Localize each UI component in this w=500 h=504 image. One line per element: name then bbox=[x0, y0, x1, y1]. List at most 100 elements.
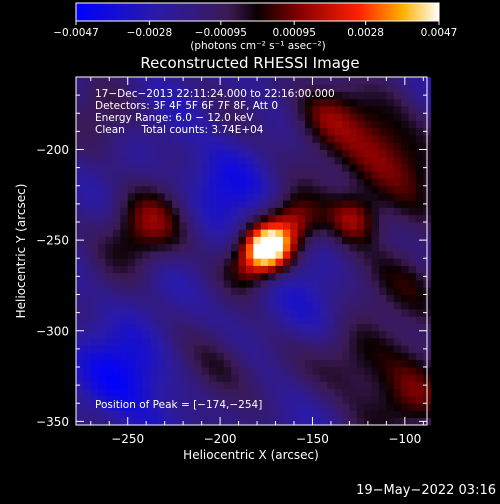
heatmap-cell bbox=[157, 396, 166, 404]
heatmap-cell bbox=[127, 120, 136, 129]
heatmap-cell bbox=[356, 142, 365, 150]
heatmap-cell bbox=[297, 149, 306, 158]
heatmap-cell bbox=[186, 149, 195, 158]
heatmap-cell bbox=[401, 316, 409, 324]
heatmap-cell bbox=[194, 171, 203, 179]
heatmap-cell bbox=[334, 185, 343, 194]
heatmap-cell bbox=[312, 388, 321, 397]
heatmap-cell bbox=[297, 403, 306, 411]
heatmap-cell bbox=[216, 91, 225, 100]
heatmap-cell bbox=[172, 309, 180, 317]
heatmap-cell bbox=[179, 149, 188, 158]
heatmap-cell bbox=[172, 403, 180, 411]
heatmap-cell bbox=[149, 171, 158, 179]
heatmap-cell bbox=[90, 127, 99, 136]
heatmap-cell bbox=[312, 352, 321, 361]
heatmap-cell bbox=[98, 185, 106, 194]
heatmap-cell bbox=[349, 185, 358, 194]
heatmap-cell bbox=[275, 222, 284, 230]
heatmap-cell bbox=[216, 236, 225, 245]
heatmap-cell bbox=[209, 367, 217, 375]
heatmap-cell bbox=[135, 142, 143, 150]
heatmap-cell bbox=[305, 359, 313, 368]
heatmap-cell bbox=[201, 142, 210, 150]
heatmap-cell bbox=[401, 236, 409, 245]
heatmap-cell bbox=[282, 374, 291, 382]
heatmap-cell bbox=[120, 77, 129, 85]
heatmap-cell bbox=[401, 345, 409, 353]
heatmap-cell bbox=[201, 171, 210, 179]
heatmap-cell bbox=[105, 243, 114, 252]
heatmap-cell bbox=[378, 200, 387, 208]
heatmap-cell bbox=[238, 294, 247, 303]
heatmap-cell bbox=[268, 149, 276, 158]
heatmap-cell bbox=[127, 200, 136, 208]
heatmap-cell bbox=[349, 84, 358, 92]
heatmap-cell bbox=[371, 345, 380, 353]
heatmap-cell bbox=[238, 251, 247, 259]
heatmap-cell bbox=[90, 149, 99, 158]
heatmap-cell bbox=[231, 113, 239, 121]
heatmap-cell bbox=[186, 207, 195, 216]
heatmap-cell bbox=[371, 106, 380, 114]
heatmap-cell bbox=[260, 207, 269, 216]
heatmap-cell bbox=[90, 316, 99, 324]
heatmap-cell bbox=[238, 309, 247, 317]
annotation-time-range: 17−Dec−2013 22:11:24.000 to 22:16:00.000 bbox=[95, 88, 335, 100]
heatmap-cell bbox=[179, 207, 188, 216]
heatmap-cell bbox=[135, 113, 143, 121]
heatmap-cell bbox=[120, 359, 129, 368]
heatmap-cell bbox=[142, 127, 151, 136]
heatmap-cell bbox=[342, 135, 350, 143]
heatmap-cell bbox=[290, 200, 299, 208]
heatmap-cell bbox=[112, 388, 121, 397]
heatmap-cell bbox=[142, 272, 151, 281]
heatmap-cell bbox=[83, 251, 92, 259]
y-tick-label: −200 bbox=[36, 143, 69, 157]
heatmap-cell bbox=[268, 236, 276, 245]
heatmap-cell bbox=[342, 142, 350, 150]
heatmap-cell bbox=[386, 178, 395, 187]
heatmap-cell bbox=[378, 403, 387, 411]
heatmap-cell bbox=[186, 222, 195, 230]
heatmap-cell bbox=[83, 149, 92, 158]
heatmap-cell bbox=[364, 171, 372, 179]
heatmap-cell bbox=[401, 272, 409, 281]
heatmap-cell bbox=[90, 207, 99, 216]
heatmap-cell bbox=[290, 207, 299, 216]
heatmap-cell bbox=[408, 251, 417, 259]
heatmap-cell bbox=[297, 388, 306, 397]
heatmap-cell bbox=[342, 84, 350, 92]
heatmap-cell bbox=[186, 309, 195, 317]
heatmap-cell bbox=[149, 258, 158, 266]
heatmap-cell bbox=[238, 214, 247, 223]
heatmap-cell bbox=[149, 352, 158, 361]
heatmap-cell bbox=[98, 287, 106, 295]
heatmap-cell bbox=[164, 156, 173, 165]
heatmap-cell bbox=[290, 156, 299, 165]
heatmap-cell bbox=[164, 171, 173, 179]
heatmap-cell bbox=[319, 374, 328, 382]
heatmap-cell bbox=[401, 135, 409, 143]
heatmap-cell bbox=[238, 323, 247, 332]
heatmap-cell bbox=[164, 258, 173, 266]
heatmap-cell bbox=[194, 265, 203, 274]
heatmap-cell bbox=[201, 403, 210, 411]
heatmap-cell bbox=[201, 374, 210, 382]
heatmap-cell bbox=[172, 185, 180, 194]
heatmap-cell bbox=[356, 91, 365, 100]
heatmap-cell bbox=[356, 417, 365, 426]
heatmap-cell bbox=[386, 156, 395, 165]
heatmap-cell bbox=[342, 229, 350, 237]
heatmap-cell bbox=[282, 113, 291, 121]
heatmap-cell bbox=[142, 171, 151, 179]
heatmap-cell bbox=[105, 388, 114, 397]
heatmap-cell bbox=[386, 98, 395, 107]
heatmap-cell bbox=[327, 243, 336, 252]
heatmap-cell bbox=[157, 91, 166, 100]
heatmap-cell bbox=[157, 193, 166, 201]
heatmap-cell bbox=[105, 207, 114, 216]
heatmap-cell bbox=[327, 323, 336, 332]
heatmap-cell bbox=[209, 352, 217, 361]
heatmap-cell bbox=[253, 236, 262, 245]
